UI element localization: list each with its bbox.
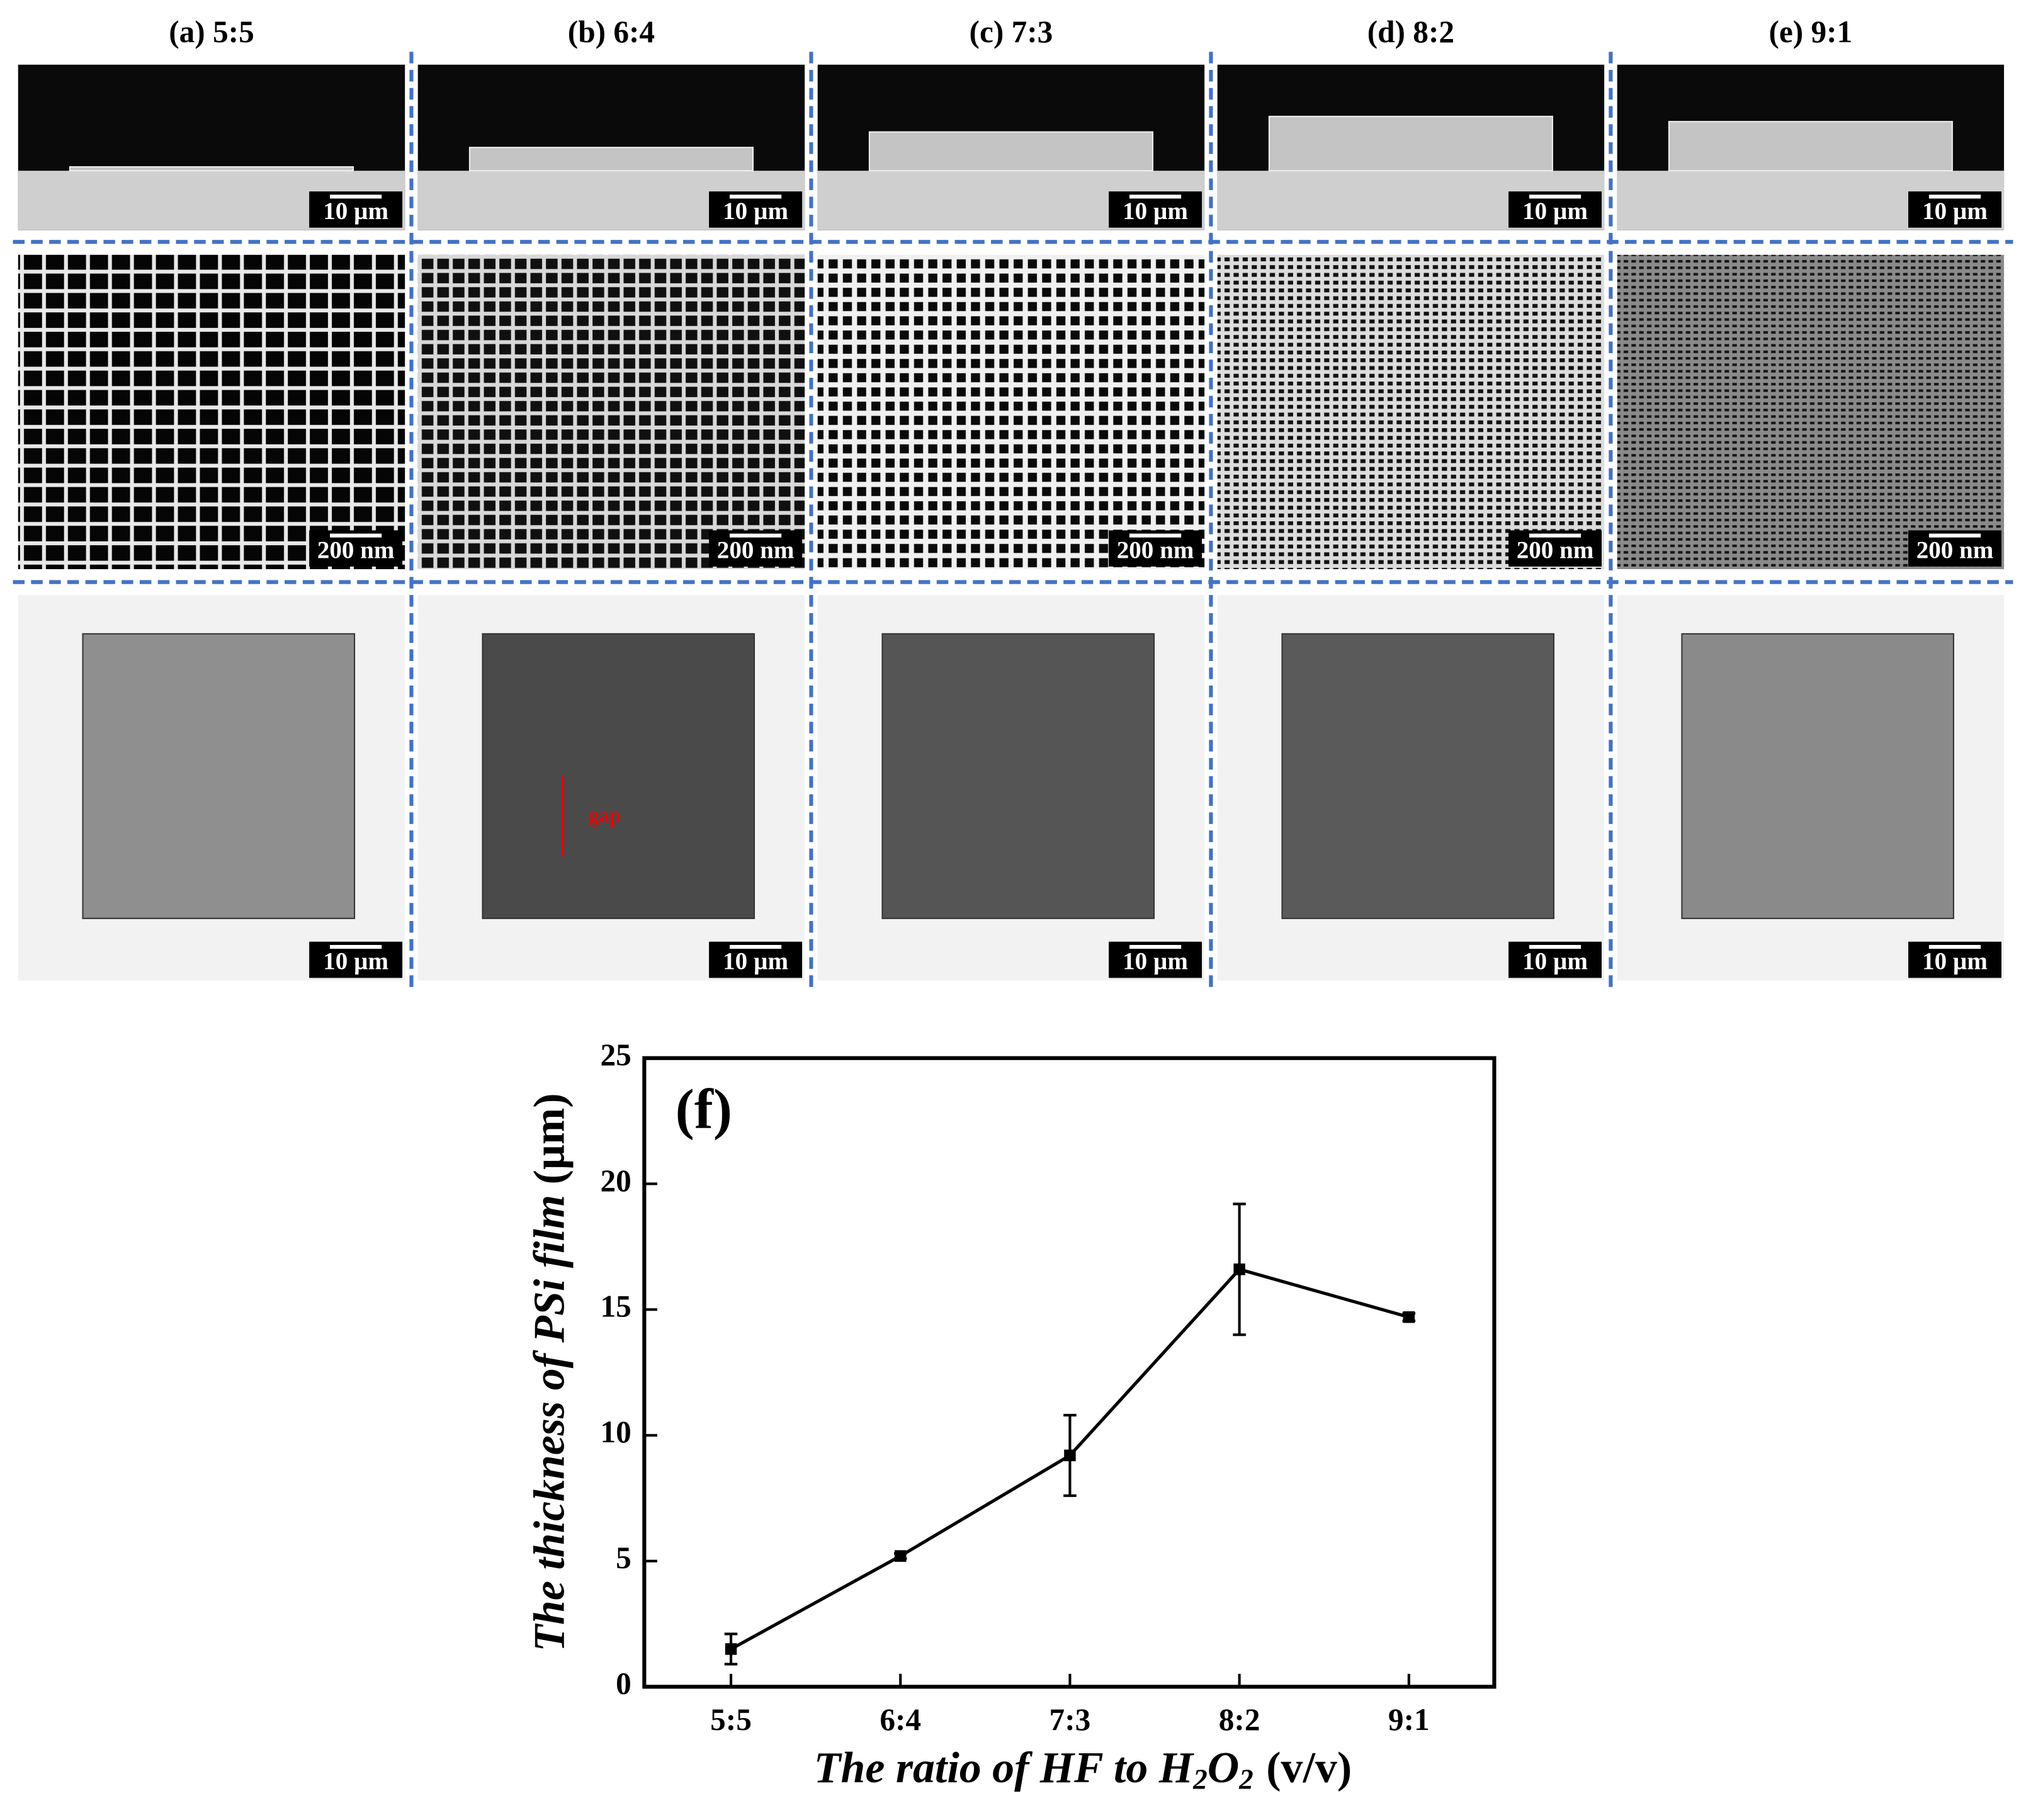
square-cell bbox=[482, 633, 756, 919]
scale-bar-label: 10 µm bbox=[323, 948, 388, 975]
y-tick-label: 15 bbox=[601, 1289, 631, 1324]
scale-bar-label: 200 nm bbox=[317, 536, 395, 563]
sem-image bbox=[1617, 254, 2005, 570]
data-point bbox=[1233, 1263, 1245, 1275]
x-axis-label-part: The ratio of HF to H bbox=[814, 1744, 1195, 1792]
panel-title: (d) 8:2 bbox=[1367, 14, 1454, 49]
gap-label: gap bbox=[589, 805, 621, 827]
scale-bar-label: 200 nm bbox=[717, 536, 795, 563]
sem-image bbox=[18, 254, 405, 570]
sem-image bbox=[817, 254, 1205, 570]
data-point bbox=[1064, 1449, 1076, 1462]
panel-title: (b) 6:4 bbox=[568, 14, 655, 49]
scale-bar-label: 10 µm bbox=[1922, 948, 1988, 975]
x-axis-label-part: 2 bbox=[1238, 1764, 1254, 1795]
x-axis-label-part: 2 bbox=[1192, 1764, 1208, 1795]
x-axis-label-part: (v/v) bbox=[1266, 1744, 1352, 1792]
psi-film bbox=[1268, 115, 1553, 172]
x-axis-label: The ratio of HF to H2O2 (v/v) bbox=[814, 1744, 1352, 1795]
scale-bar-label: 10 µm bbox=[723, 198, 788, 225]
scale-bar-label: 200 nm bbox=[1916, 536, 1994, 563]
psi-film bbox=[69, 166, 354, 172]
psi-film bbox=[868, 131, 1153, 172]
scale-bar-label: 10 µm bbox=[1922, 198, 1988, 225]
scale-bar-label: 10 µm bbox=[1522, 948, 1588, 975]
panel-label: (f) bbox=[676, 1077, 732, 1141]
x-tick-label: 7:3 bbox=[1050, 1702, 1091, 1737]
y-tick-label: 5 bbox=[616, 1540, 631, 1575]
scale-bar-label: 10 µm bbox=[1123, 198, 1188, 225]
x-tick-label: 9:1 bbox=[1388, 1702, 1430, 1737]
psi-film bbox=[1668, 121, 1953, 172]
y-axis-label-part: (µm) bbox=[526, 1093, 574, 1184]
square-cell bbox=[82, 633, 356, 919]
plot-frame bbox=[642, 1056, 1497, 1689]
x-tick-label: 6:4 bbox=[880, 1702, 921, 1737]
y-axis-label: The thickness of PSi film (µm) bbox=[526, 1093, 574, 1651]
panel-title: (a) 5:5 bbox=[169, 14, 254, 49]
y-tick-label: 20 bbox=[601, 1163, 631, 1198]
data-point bbox=[894, 1550, 907, 1562]
square-cell bbox=[881, 633, 1155, 919]
y-tick-label: 25 bbox=[601, 1037, 631, 1072]
data-point bbox=[1403, 1311, 1415, 1323]
x-axis-label-part: O bbox=[1208, 1744, 1239, 1792]
scale-bar-label: 200 nm bbox=[1517, 536, 1594, 563]
scale-bar-label: 10 µm bbox=[323, 198, 388, 225]
square-cell bbox=[1681, 633, 1954, 919]
scale-bar-label: 10 µm bbox=[723, 948, 788, 975]
panel-title: (e) 9:1 bbox=[1769, 14, 1852, 49]
panel-title: (c) 7:3 bbox=[970, 14, 1053, 49]
scale-bar-label: 10 µm bbox=[1522, 198, 1588, 225]
psi-film bbox=[468, 147, 754, 172]
y-axis-label-part: The thickness of PSi film bbox=[526, 1195, 574, 1652]
sem-image bbox=[1217, 254, 1605, 570]
scale-bar-label: 10 µm bbox=[1123, 948, 1188, 975]
y-tick-label: 0 bbox=[616, 1666, 631, 1701]
scale-bar-label: 200 nm bbox=[1117, 536, 1194, 563]
x-tick-label: 8:2 bbox=[1219, 1702, 1260, 1737]
square-cell bbox=[1281, 633, 1554, 919]
y-tick-label: 10 bbox=[601, 1415, 631, 1449]
data-point bbox=[725, 1643, 737, 1655]
sem-image bbox=[417, 254, 805, 570]
x-tick-label: 5:5 bbox=[710, 1702, 752, 1737]
